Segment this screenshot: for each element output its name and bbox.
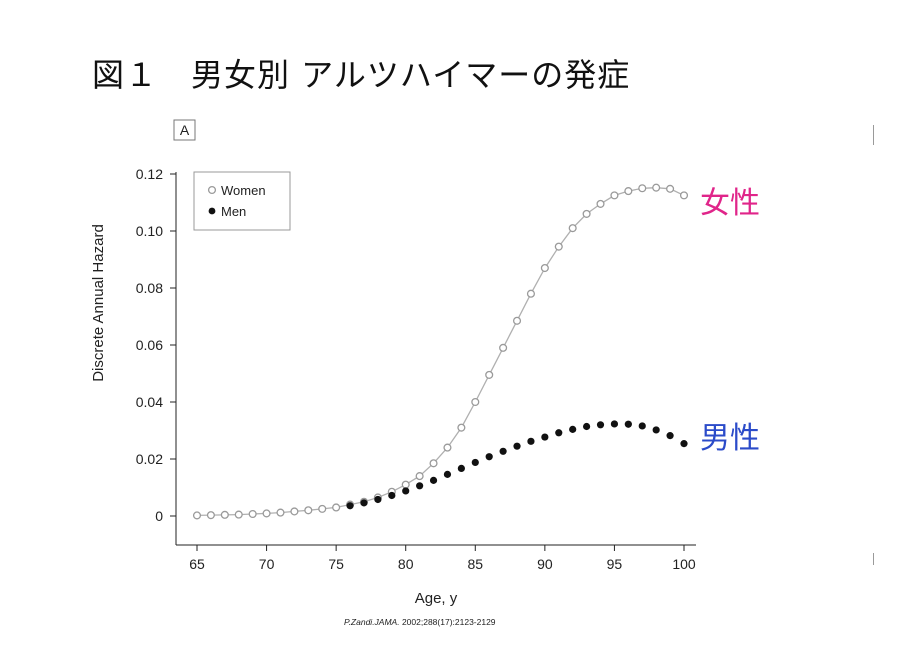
legend-women-label: Women: [221, 183, 266, 198]
men-point: [680, 440, 688, 448]
x-tick-label: 70: [259, 556, 275, 572]
men-point: [374, 495, 382, 504]
men-point: [457, 464, 465, 473]
y-tick-label: 0.08: [136, 280, 163, 296]
x-tick-label: 75: [328, 556, 344, 572]
men-point: [555, 429, 563, 437]
legend-men-label: Men: [221, 204, 246, 219]
y-ticks: 0 0.02 0.04 0.06 0.08 0.10 0.12: [136, 166, 176, 524]
women-point: [206, 511, 215, 520]
women-point: [485, 370, 494, 379]
women-point: [401, 480, 410, 489]
citation: P.Zandi.JAMA. 2002;288(17):2123-2129: [344, 617, 496, 627]
women-point: [499, 343, 508, 352]
x-tick-label: 85: [467, 556, 483, 572]
y-tick-label: 0.06: [136, 337, 163, 353]
series-layer: [192, 183, 689, 520]
x-tick-label: 95: [607, 556, 623, 572]
men-point: [388, 491, 396, 500]
women-point: [554, 242, 563, 251]
men-point: [402, 487, 410, 495]
edge-mark-top: [873, 125, 874, 145]
women-point: [666, 184, 675, 193]
edge-mark-bottom: [873, 553, 874, 565]
men-point: [652, 426, 660, 434]
x-tick-label: 90: [537, 556, 553, 572]
women-point: [471, 397, 480, 407]
men-point: [610, 420, 619, 428]
y-tick-label: 0.02: [136, 451, 163, 467]
women-point: [276, 508, 285, 517]
men-point: [666, 432, 674, 440]
men-point: [346, 502, 354, 510]
women-point: [540, 263, 549, 273]
men-point: [583, 422, 591, 431]
women-line: [196, 187, 685, 517]
legend-women-marker: [207, 185, 217, 195]
women-point: [290, 507, 299, 516]
women-point: [262, 509, 271, 518]
citation-details: 2002;288(17):2123-2129: [399, 617, 496, 627]
women-point: [526, 289, 535, 298]
x-tick-label: 100: [672, 556, 696, 572]
y-tick-label: 0.12: [136, 166, 163, 182]
y-tick-label: 0.10: [136, 223, 163, 239]
women-point: [415, 472, 424, 481]
men-point: [485, 453, 493, 461]
women-point: [624, 187, 633, 196]
men-point: [499, 447, 507, 455]
x-tick-label: 65: [189, 556, 205, 572]
men-side-label: 男性: [700, 421, 760, 456]
x-ticks: 65 70 75 80 85 90 95 100: [189, 545, 696, 572]
y-axis-title: Discrete Annual Hazard: [90, 224, 107, 382]
women-point: [248, 509, 257, 519]
men-point: [443, 470, 452, 478]
legend: Women Men: [193, 171, 291, 231]
men-point: [471, 458, 479, 467]
men-point: [596, 421, 605, 429]
women-point: [192, 511, 202, 520]
women-point: [332, 503, 341, 512]
x-axis-title: Age, y: [415, 590, 458, 607]
legend-men-marker: [208, 207, 216, 215]
men-point: [360, 499, 368, 507]
men-point: [569, 425, 577, 433]
y-tick-label: 0.04: [136, 394, 163, 410]
y-tick-label: 0: [155, 508, 163, 524]
women-point: [318, 504, 327, 513]
x-tick-label: 80: [398, 556, 414, 572]
women-point: [512, 316, 522, 325]
women-point: [638, 184, 647, 193]
women-point: [596, 199, 605, 208]
men-point: [638, 422, 646, 430]
women-point: [582, 209, 591, 218]
panel-label-box: [173, 119, 196, 141]
women-point: [304, 506, 313, 515]
men-point: [416, 482, 424, 490]
women-side-label: 女性: [700, 186, 760, 221]
legend-box: [193, 171, 291, 231]
men-point: [527, 437, 535, 445]
women-point: [234, 510, 243, 519]
women-point: [220, 510, 229, 519]
men-point: [624, 420, 632, 428]
slide-title: 図１ 男女別 アルツハイマーの発症: [92, 56, 631, 94]
panel-label: A: [180, 122, 190, 138]
citation-author: P.Zandi.JAMA.: [344, 617, 400, 627]
women-point: [429, 459, 438, 468]
men-point: [429, 476, 438, 484]
women-point: [457, 423, 466, 432]
women-point: [610, 191, 619, 200]
men-point: [541, 433, 549, 441]
women-point: [443, 443, 452, 452]
men-point: [513, 442, 521, 450]
women-point: [568, 224, 577, 233]
women-point: [652, 183, 661, 192]
women-point: [679, 191, 689, 200]
